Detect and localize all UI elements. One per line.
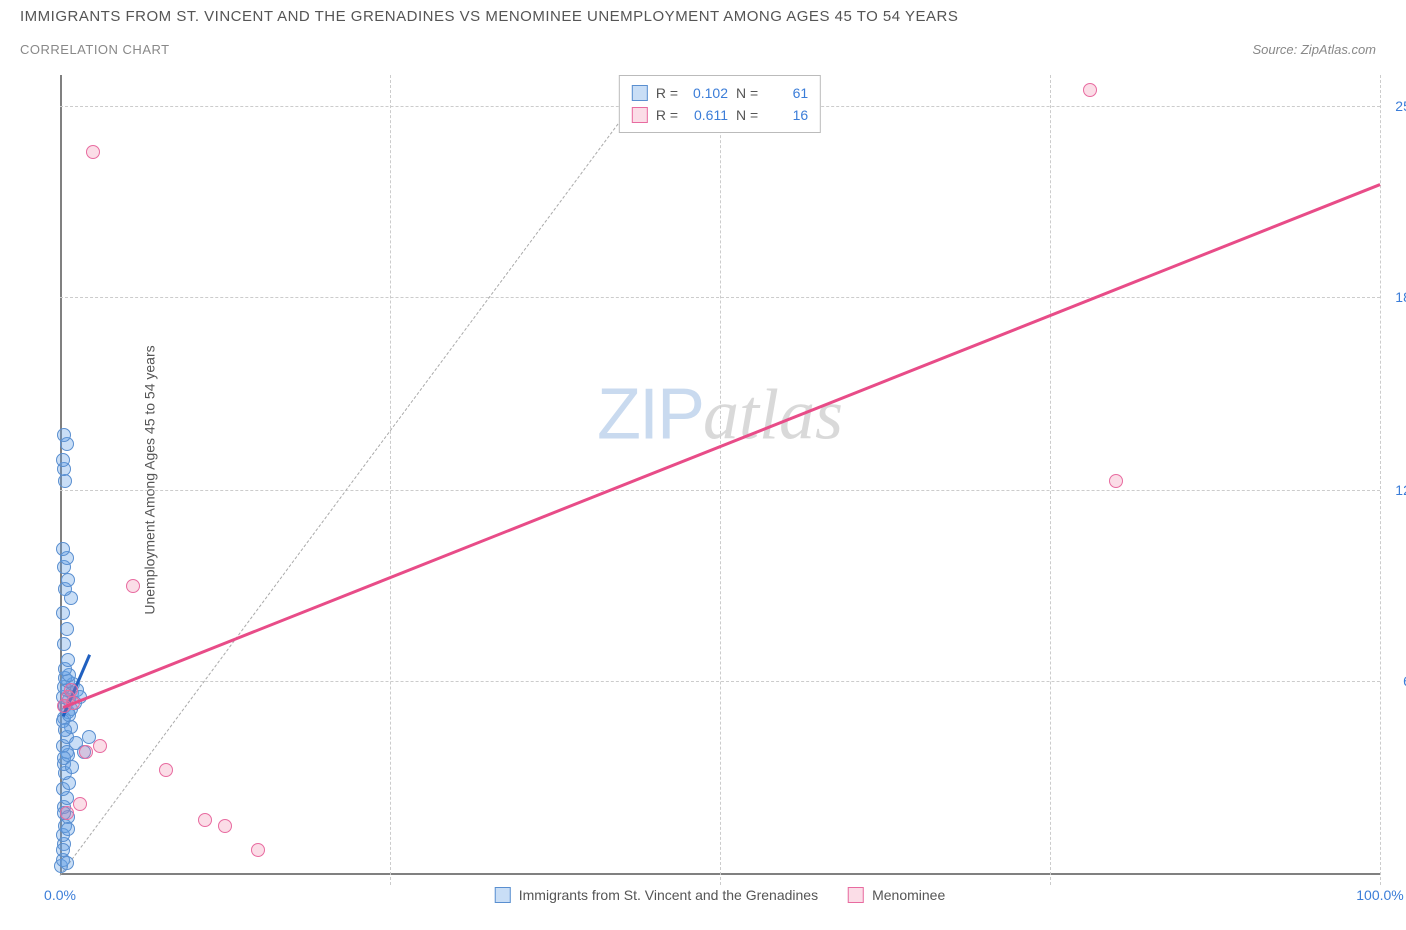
data-point [73,797,87,811]
data-point [56,606,70,620]
data-point [58,723,72,737]
r-label: R = [656,82,678,104]
diagonal-guide-line [60,75,655,876]
data-point [56,843,70,857]
x-tick-label: 0.0% [44,887,76,903]
plot-region: ZIPatlas 6.3%12.5%18.8%25.0%0.0%100.0% [60,75,1380,885]
n-value-pink: 16 [766,104,808,126]
data-point [251,843,265,857]
data-point [218,819,232,833]
data-point [61,822,75,836]
n-value-blue: 61 [766,82,808,104]
data-point [86,145,100,159]
data-point [61,573,75,587]
data-point [56,542,70,556]
y-tick-label: 25.0% [1395,98,1406,114]
grid-line-v [1050,75,1051,885]
swatch-pink-icon [632,107,648,123]
data-point [60,856,74,870]
n-label: N = [736,104,758,126]
data-point [60,806,74,820]
legend-item-blue: Immigrants from St. Vincent and the Gren… [495,887,818,903]
data-point [198,813,212,827]
data-point [58,474,72,488]
data-point [57,637,71,651]
data-point [1109,474,1123,488]
stats-box: R = 0.102 N = 61 R = 0.611 N = 16 [619,75,821,133]
trend-line [62,183,1380,708]
legend-item-pink: Menominee [848,887,945,903]
grid-line-v [720,75,721,885]
y-tick-label: 18.8% [1395,289,1406,305]
r-label: R = [656,104,678,126]
legend-swatch-pink-icon [848,887,864,903]
swatch-blue-icon [632,85,648,101]
legend-label-pink: Menominee [872,887,945,903]
data-point [93,739,107,753]
source-label: Source: ZipAtlas.com [1252,42,1376,57]
n-label: N = [736,82,758,104]
legend-swatch-blue-icon [495,887,511,903]
r-value-blue: 0.102 [686,82,728,104]
chart-subtitle: CORRELATION CHART [20,42,170,57]
data-point [56,453,70,467]
chart-area: Unemployment Among Ages 45 to 54 years Z… [60,75,1380,885]
data-point [61,653,75,667]
data-point [126,579,140,593]
x-tick-label: 100.0% [1356,887,1403,903]
r-value-pink: 0.611 [686,104,728,126]
y-tick-label: 12.5% [1395,482,1406,498]
stats-row-pink: R = 0.611 N = 16 [632,104,808,126]
grid-line-v [1380,75,1381,885]
grid-line-v [390,75,391,885]
data-point [1083,83,1097,97]
chart-title: IMMIGRANTS FROM ST. VINCENT AND THE GREN… [20,8,958,25]
watermark-zip: ZIP [597,375,703,455]
data-point [65,760,79,774]
data-point [57,428,71,442]
legend-label-blue: Immigrants from St. Vincent and the Gren… [519,887,818,903]
data-point [159,763,173,777]
stats-row-blue: R = 0.102 N = 61 [632,82,808,104]
legend: Immigrants from St. Vincent and the Gren… [495,887,946,903]
data-point [79,745,93,759]
data-point [60,622,74,636]
